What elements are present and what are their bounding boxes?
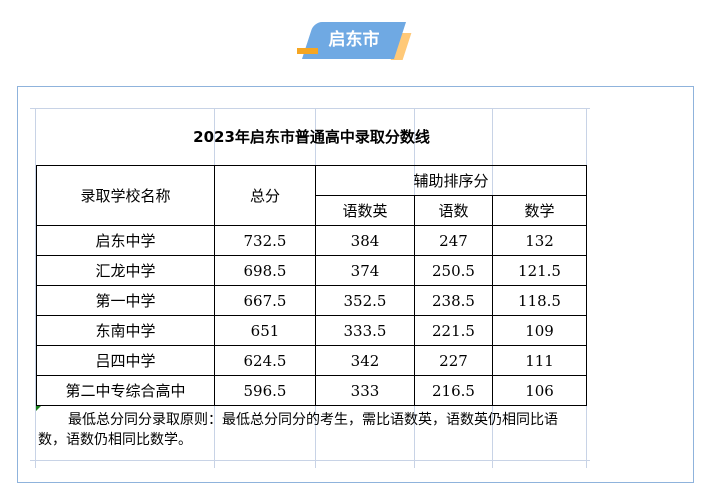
table-row: 东南中学 651 333.5 221.5 109 — [36, 315, 588, 346]
math-score: 109 — [491, 315, 588, 346]
yushu-score: 238.5 — [414, 285, 493, 316]
yushuying-score: 384 — [315, 225, 415, 256]
yushu-score: 247 — [414, 225, 493, 256]
total-score: 596.5 — [214, 375, 316, 406]
admission-score-table: 2023年启东市普通高中录取分数线 录取学校名称 总分 辅助排序分 语数英 语数… — [36, 108, 588, 406]
city-badge-label: 启东市 — [328, 30, 380, 50]
math-score: 111 — [491, 345, 588, 376]
school-name: 第二中专综合高中 — [36, 375, 215, 406]
yushu-score: 250.5 — [414, 255, 493, 286]
header-total: 总分 — [214, 165, 316, 226]
total-score: 667.5 — [214, 285, 316, 316]
school-name: 第一中学 — [36, 285, 215, 316]
yushuying-score: 352.5 — [315, 285, 415, 316]
school-name: 汇龙中学 — [36, 255, 215, 286]
header-school: 录取学校名称 — [36, 165, 215, 226]
header-yushu: 语数 — [414, 195, 493, 226]
total-score: 624.5 — [214, 345, 316, 376]
yushuying-score: 333 — [315, 375, 415, 406]
yushuying-score: 342 — [315, 345, 415, 376]
table-row: 吕四中学 624.5 342 227 111 — [36, 345, 588, 376]
badge-accent-line — [297, 48, 318, 54]
yushu-score: 216.5 — [414, 375, 493, 406]
header-math: 数学 — [491, 195, 588, 226]
table-row: 启东中学 732.5 384 247 132 — [36, 225, 588, 256]
cell-comment-marker — [36, 406, 41, 411]
total-score: 651 — [214, 315, 316, 346]
school-name: 启东中学 — [36, 225, 215, 256]
yushu-score: 227 — [414, 345, 493, 376]
math-score: 132 — [491, 225, 588, 256]
total-score: 732.5 — [214, 225, 316, 256]
image-frame — [17, 86, 694, 483]
table-row: 汇龙中学 698.5 374 250.5 121.5 — [36, 255, 588, 286]
school-name: 东南中学 — [36, 315, 215, 346]
header-yushuying: 语数英 — [315, 195, 415, 226]
table-title: 2023年启东市普通高中录取分数线 — [36, 108, 587, 166]
yushuying-score: 374 — [315, 255, 415, 286]
total-score: 698.5 — [214, 255, 316, 286]
math-score: 121.5 — [491, 255, 588, 286]
math-score: 106 — [491, 375, 588, 406]
yushu-score: 221.5 — [414, 315, 493, 346]
math-score: 118.5 — [491, 285, 588, 316]
school-name: 吕四中学 — [36, 345, 215, 376]
table-row: 第一中学 667.5 352.5 238.5 118.5 — [36, 285, 588, 316]
table-row: 第二中专综合高中 596.5 333 216.5 106 — [36, 375, 588, 406]
yushuying-score: 333.5 — [315, 315, 415, 346]
header-aux: 辅助排序分 — [314, 165, 588, 196]
tie-break-note: 最低总分同分录取原则：最低总分同分的考生，需比语数英，语数英仍相同比语数，语数仍… — [38, 412, 558, 448]
